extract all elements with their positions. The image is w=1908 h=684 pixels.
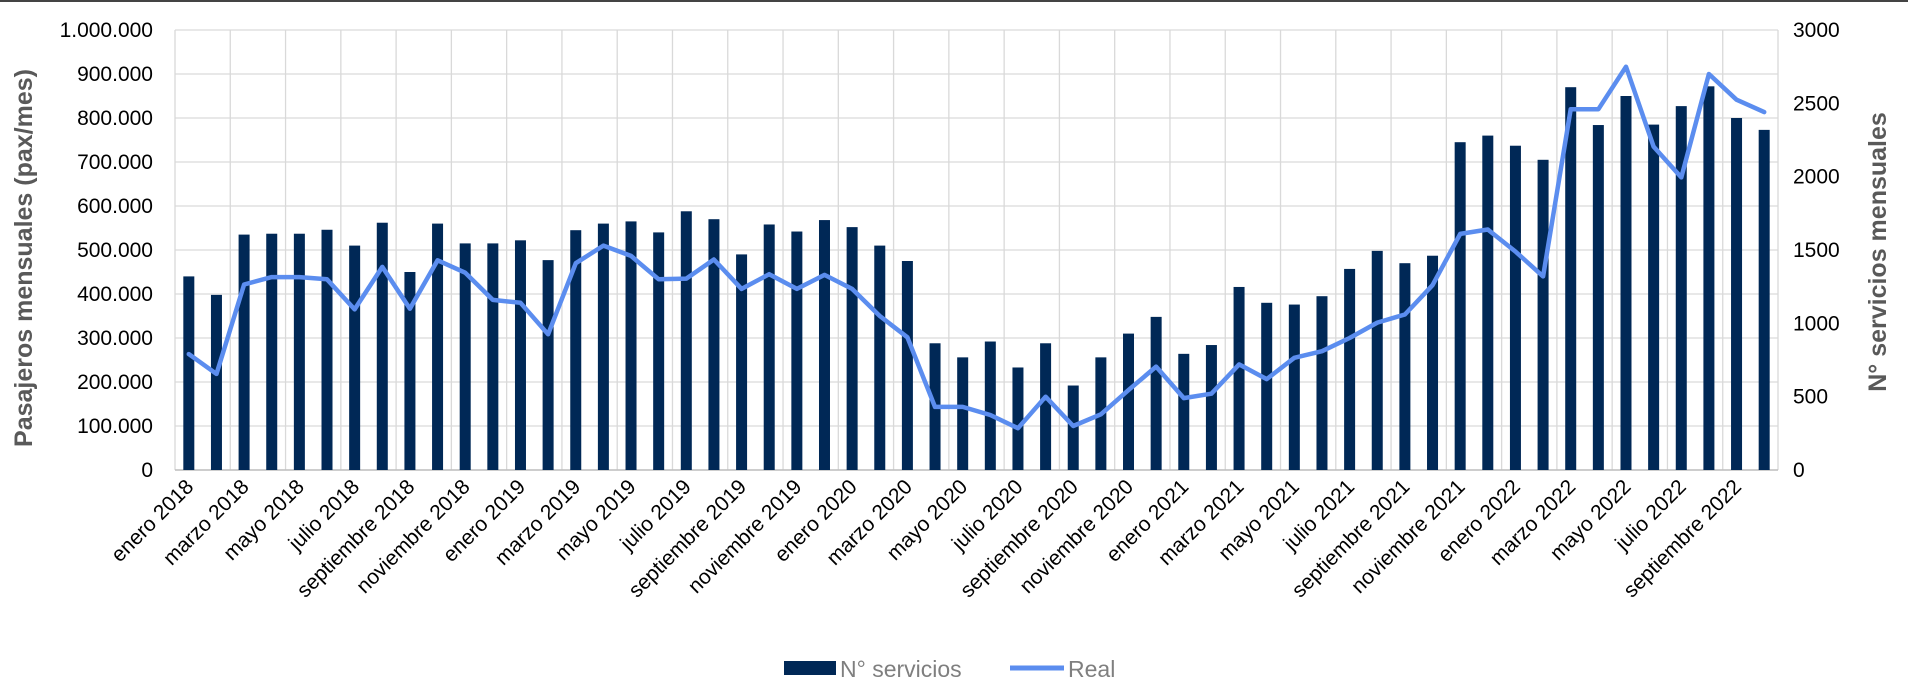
bar (1344, 268, 1356, 470)
bar (846, 227, 858, 470)
bar (1731, 118, 1743, 470)
gridlines (174, 29, 1779, 471)
y-tick-label: 1.000.000 (60, 19, 153, 42)
right-axis-title: N° servicios mensuales (1864, 112, 1892, 392)
bar (763, 224, 775, 470)
y2-tick-label: 3000 (1793, 19, 1840, 42)
bar (1592, 125, 1604, 470)
bar (1040, 343, 1052, 470)
bar (542, 260, 554, 470)
bar (736, 254, 748, 470)
bar (293, 233, 305, 470)
bar (1150, 316, 1162, 470)
bar (238, 234, 250, 470)
y-tick-label: 100.000 (77, 415, 153, 438)
bar (1509, 145, 1521, 470)
bar (791, 231, 803, 470)
bar (459, 243, 471, 470)
y2-tick-label: 2000 (1793, 166, 1840, 189)
y-tick-label: 900.000 (77, 63, 153, 86)
bar (1758, 129, 1770, 470)
line-series (186, 64, 1767, 431)
bar-series (183, 86, 1770, 471)
bar (487, 243, 499, 470)
bar (210, 294, 222, 470)
bar (708, 219, 720, 470)
bar (266, 233, 278, 470)
y2-tick-label: 2500 (1793, 92, 1840, 115)
bar (1648, 124, 1660, 470)
bar (514, 240, 526, 470)
bar (1675, 106, 1687, 471)
bar (1261, 302, 1273, 470)
y2-tick-label: 1000 (1793, 312, 1840, 335)
bar (432, 223, 444, 470)
bar (874, 245, 886, 470)
y-tick-label: 500.000 (77, 239, 153, 262)
bar (404, 272, 416, 470)
right-axis-ticks: 3000 2500 2000 1500 1000 500 0 (1793, 19, 1840, 482)
bar (1537, 159, 1549, 471)
y-tick-label: 300.000 (77, 327, 153, 350)
y-tick-label: 700.000 (77, 151, 153, 174)
bar (1371, 250, 1383, 470)
y-tick-label: 200.000 (77, 371, 153, 394)
bar (1399, 263, 1411, 470)
y2-tick-label: 0 (1793, 459, 1805, 482)
bar (1454, 142, 1466, 470)
top-border (0, 0, 1908, 2)
bar (680, 211, 692, 470)
legend-swatch-bars (784, 661, 836, 675)
y-tick-label: 800.000 (77, 107, 153, 130)
y-tick-label: 0 (141, 459, 153, 482)
bar (957, 357, 969, 470)
left-axis-title: Pasajeros mensuales (pax/mes) (10, 69, 38, 447)
bar (349, 245, 361, 470)
bar (653, 232, 665, 470)
bar (1482, 135, 1494, 470)
bar (570, 230, 582, 470)
bar (183, 276, 195, 470)
bar (1703, 86, 1715, 470)
y2-tick-label: 500 (1793, 386, 1828, 409)
legend-label-line: Real (1068, 656, 1115, 682)
bar (1123, 333, 1135, 470)
bar (1178, 353, 1190, 470)
left-axis-ticks: 1.000.000 900.000 800.000 700.000 600.000 500… (60, 19, 153, 482)
bar (1233, 286, 1245, 470)
y-tick-label: 400.000 (77, 283, 153, 306)
bar (901, 261, 913, 470)
bar (984, 341, 996, 470)
bar (1205, 345, 1217, 470)
bar (818, 220, 830, 470)
y2-tick-label: 1500 (1793, 239, 1840, 262)
bar (1620, 96, 1632, 470)
bar (625, 221, 637, 470)
bar (1427, 255, 1439, 470)
legend: N° servicios Real (784, 656, 1115, 682)
bar (321, 229, 333, 470)
bar (1565, 87, 1577, 470)
bar (1288, 304, 1300, 470)
y-tick-label: 600.000 (77, 195, 153, 218)
bar (1316, 296, 1328, 470)
bar (597, 223, 609, 470)
bar (376, 222, 388, 470)
legend-label-bars: N° servicios (840, 656, 962, 682)
line-real (186, 64, 1767, 431)
bar (1012, 367, 1024, 470)
